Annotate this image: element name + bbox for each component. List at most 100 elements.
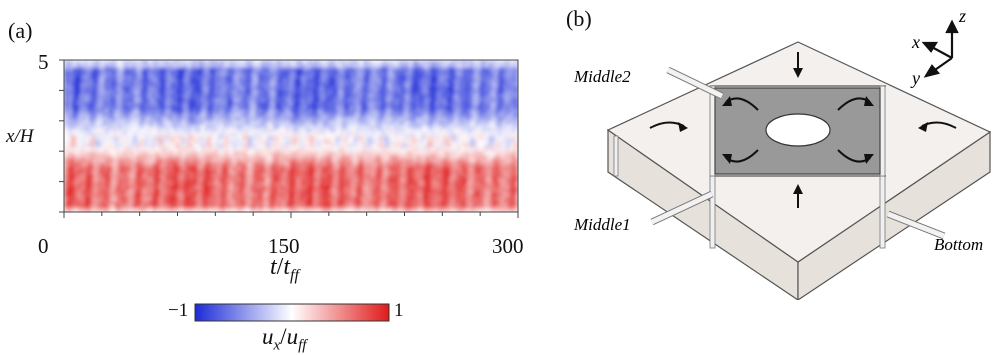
heatmap-cell — [359, 132, 363, 137]
heatmap-cell — [81, 124, 85, 129]
heatmap-cell — [303, 204, 307, 209]
heatmap-cell — [288, 128, 292, 133]
heatmap-cell — [159, 147, 163, 152]
heatmap-cell — [159, 208, 163, 212]
heatmap-cell — [215, 75, 219, 80]
heatmap-cell — [129, 139, 133, 145]
heatmap-cell — [129, 166, 133, 171]
heatmap-cell — [263, 105, 267, 110]
heatmap-cell — [255, 94, 259, 99]
heatmap-cell — [278, 71, 282, 76]
heatmap-cell — [273, 105, 277, 110]
heatmap-cell — [91, 94, 95, 99]
heatmap-cell — [331, 90, 335, 95]
heatmap-cell — [331, 60, 335, 65]
heatmap-cell — [349, 158, 353, 164]
heatmap-cell — [333, 82, 337, 88]
heatmap-cell — [157, 63, 161, 69]
heatmap-cell — [374, 128, 378, 133]
heatmap-cell — [195, 208, 199, 212]
heatmap-cell — [84, 90, 88, 95]
heatmap-cell — [192, 196, 196, 202]
heatmap-cell — [273, 113, 277, 118]
heatmap-cell — [137, 147, 141, 152]
heatmap-cell — [369, 120, 373, 126]
heatmap-cell — [333, 109, 337, 114]
heatmap-cell — [313, 181, 317, 186]
heatmap-cell — [147, 124, 151, 129]
heatmap-cell — [169, 113, 174, 118]
heatmap-cell — [265, 196, 269, 202]
heatmap-cell — [255, 143, 259, 148]
heatmap-cell — [86, 208, 90, 212]
heatmap-cell — [71, 98, 75, 103]
heatmap-cell — [129, 94, 133, 99]
heatmap-cell — [91, 151, 95, 156]
heatmap-cell — [338, 143, 343, 148]
heatmap-cell — [192, 139, 196, 145]
heatmap-cell — [293, 189, 297, 194]
heatmap-cell — [139, 181, 143, 186]
heatmap-cell — [243, 117, 247, 122]
heatmap-cell — [195, 90, 199, 95]
heatmap-cell — [296, 155, 300, 160]
heatmap-cell — [180, 147, 184, 152]
heatmap-cell — [313, 105, 317, 110]
heatmap-cell — [109, 136, 113, 141]
heatmap-cell — [162, 162, 166, 167]
heatmap-cell — [338, 174, 343, 179]
heatmap-cell — [174, 101, 179, 107]
heatmap-cell — [245, 79, 249, 84]
heatmap-cell — [71, 120, 75, 126]
heatmap-cell — [235, 151, 239, 156]
heatmap-cell — [84, 147, 88, 152]
heatmap-cell — [268, 132, 272, 137]
heatmap-cell — [308, 136, 312, 141]
heatmap-cell — [318, 113, 322, 118]
heatmap-cell — [336, 132, 340, 137]
heatmap-cell — [69, 75, 73, 80]
heatmap-cell — [243, 139, 247, 145]
heatmap-cell — [207, 193, 211, 198]
heatmap-cell — [313, 208, 317, 212]
heatmap-cell — [288, 174, 292, 179]
heatmap-cell — [222, 147, 227, 152]
heatmap-cell — [311, 82, 315, 88]
heatmap-cell — [306, 189, 310, 194]
heatmap-cell — [192, 67, 196, 72]
heatmap-cell — [180, 113, 184, 118]
heatmap-cell — [172, 101, 176, 107]
heatmap-cell — [220, 105, 224, 110]
heatmap-cell — [313, 174, 317, 179]
heatmap-cell — [79, 128, 83, 133]
heatmap-cell — [212, 181, 216, 186]
heatmap-cell — [321, 204, 325, 209]
heatmap-cell — [195, 158, 199, 164]
heatmap-cell — [190, 200, 194, 205]
heatmap-cell — [326, 174, 330, 179]
heatmap-cell — [296, 132, 300, 137]
heatmap-cell — [280, 193, 285, 198]
heatmap-cell — [232, 71, 237, 76]
heatmap-cell — [64, 105, 68, 110]
heatmap-cell — [235, 94, 239, 99]
heatmap-cell — [159, 124, 163, 129]
heatmap-cell — [270, 124, 274, 129]
heatmap-cell — [283, 109, 287, 114]
heatmap-cell — [336, 86, 340, 91]
heatmap-cell — [311, 71, 315, 76]
heatmap-cell — [351, 82, 355, 88]
heatmap-cell — [359, 193, 363, 198]
heatmap-cell — [147, 71, 151, 76]
heatmap-cell — [258, 143, 262, 148]
heatmap-cell — [180, 208, 184, 212]
heatmap-cell — [263, 208, 267, 212]
heatmap-cell — [364, 200, 368, 205]
heatmap-cell — [313, 185, 317, 190]
heatmap-cell — [134, 98, 138, 103]
heatmap-cell — [369, 196, 373, 202]
heatmap-cell — [172, 185, 176, 190]
heatmap-cell — [230, 151, 234, 156]
heatmap-cell — [159, 90, 163, 95]
heatmap-cell — [124, 124, 128, 129]
